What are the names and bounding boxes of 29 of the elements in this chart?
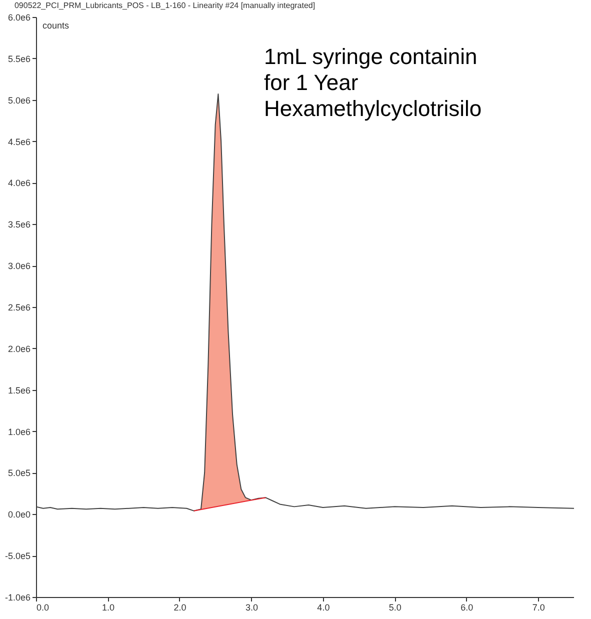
annotation: Hexamethylcyclotrisilo bbox=[264, 96, 482, 121]
y-tick-label: 4.5e6 bbox=[8, 136, 30, 147]
y-tick-label: 1.0e6 bbox=[8, 426, 30, 437]
chart-title: 090522_PCI_PRM_Lubricants_POS - LB_1-160 - Linearity #24 [manually integrated] bbox=[14, 1, 316, 10]
y-tick-label: 4.0e6 bbox=[8, 178, 30, 188]
x-tick-label: 0.0 bbox=[36, 602, 50, 612]
x-tick-label: 4.0 bbox=[317, 602, 330, 612]
line-series bbox=[36, 94, 574, 512]
x-tick-label: 3.0 bbox=[245, 602, 258, 612]
y-tick-label: 5.0e6 bbox=[8, 95, 30, 106]
annotation: 1mL syringe containin bbox=[264, 44, 478, 69]
y-tick-label: 1.5e6 bbox=[8, 385, 30, 396]
y-axis-title: counts bbox=[42, 20, 70, 30]
y-tick-label: 5.0e5 bbox=[8, 468, 30, 478]
y-tick-label: 3.5e6 bbox=[8, 220, 30, 230]
y-tick-label: 2.5e6 bbox=[8, 302, 30, 312]
x-tick-label: 1.0 bbox=[102, 602, 114, 612]
y-tick-label: 3.0e6 bbox=[8, 261, 30, 272]
y-tick-label: -1.0e6 bbox=[4, 592, 30, 602]
y-tick-label: 0.0e0 bbox=[8, 510, 30, 520]
x-tick-label: 6.0 bbox=[460, 602, 474, 612]
annotation: for 1 Year bbox=[264, 70, 358, 95]
x-tick-label: 2.0 bbox=[174, 602, 186, 612]
y-tick-label: 6.0e6 bbox=[8, 12, 30, 22]
x-tick-label: 7.0 bbox=[532, 602, 545, 612]
y-tick-label: 2.0e6 bbox=[8, 344, 30, 354]
y-tick-label: -5.0e5 bbox=[4, 551, 30, 562]
x-tick-label: 5.0 bbox=[388, 602, 402, 612]
y-tick-label: 5.5e6 bbox=[8, 54, 30, 64]
